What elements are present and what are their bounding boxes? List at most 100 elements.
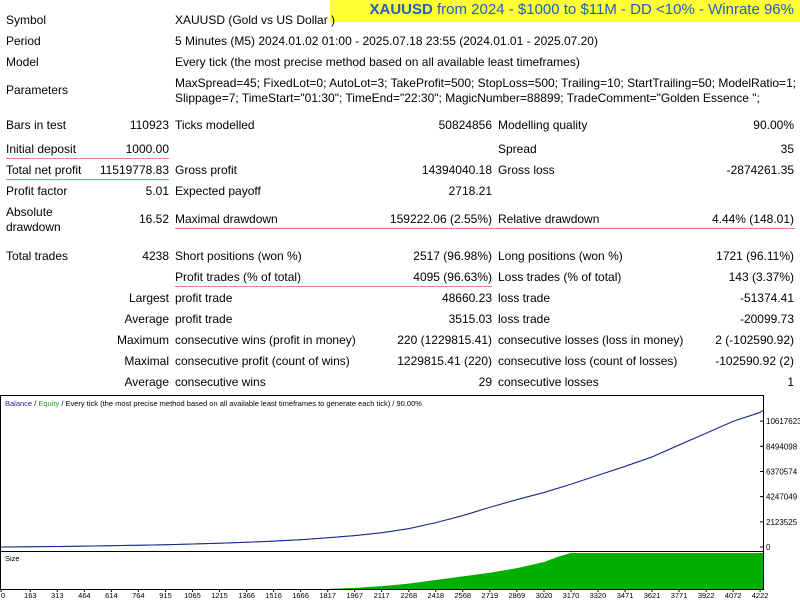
y-tick-label: 6370574 — [766, 467, 798, 476]
x-tick-label: 1516 — [265, 591, 282, 600]
x-tick-label: 2568 — [454, 591, 471, 600]
legend-rest: / Every tick (the most precise method ba… — [59, 399, 422, 408]
trades-value: 4238 — [142, 249, 169, 263]
x-tick-label: 2418 — [427, 591, 444, 600]
largest-loss-value: -51374.41 — [739, 291, 794, 305]
maxloss-value: -102590.92 (2) — [715, 354, 794, 368]
grossloss-value: -2874261.35 — [726, 163, 794, 177]
x-tick-label: 3621 — [644, 591, 661, 600]
banner-text: XAUUSD from 2024 - $1000 to $11M - DD <1… — [370, 1, 795, 18]
y-tick-label: 10617623 — [766, 417, 800, 426]
average-loss-value: -20099.73 — [739, 312, 794, 326]
model-value: Every tick (the most precise method base… — [175, 55, 580, 69]
short-value: 2517 (96.98%) — [413, 249, 492, 263]
losstrades-value: 143 (3.37%) — [728, 270, 794, 284]
bars-label: Bars in test — [6, 118, 67, 132]
legend-equity: Equity — [38, 399, 59, 408]
pf-value: 5.01 — [145, 184, 169, 198]
long-value: 1721 (96.11%) — [716, 249, 794, 263]
parameters-line-1: MaxSpread=45; FixedLot=0; AutoLot=3; Tak… — [175, 76, 797, 90]
parameters-line-2: Slippage=7; TimeStart="01:30"; TimeEnd="… — [175, 91, 760, 105]
long-label: Long positions (won %) — [498, 249, 623, 263]
reldd-value: 4.44% (148.01) — [711, 212, 794, 226]
x-tick-label: 313 — [51, 591, 64, 600]
largest-label: Largest — [128, 291, 169, 305]
maxlosses-value: 2 (-102590.92) — [715, 333, 794, 347]
quality-label: Modelling quality — [498, 118, 588, 132]
size-area — [1, 553, 763, 589]
banner-caption: from 2024 - $1000 to $11M - DD <10% - Wi… — [437, 1, 794, 18]
model-label: Model — [6, 55, 39, 69]
title-banner: XAUUSD from 2024 - $1000 to $11M - DD <1… — [330, 0, 800, 22]
maxdd-label: Maximal drawdown — [175, 212, 278, 226]
grossloss-label: Gross loss — [498, 163, 555, 177]
x-tick-label: 1215 — [211, 591, 228, 600]
x-tick-label: 1065 — [184, 591, 201, 600]
reldd-label: Relative drawdown — [498, 212, 600, 226]
netprofit-underline — [6, 179, 169, 180]
x-tick-label: 4072 — [725, 591, 742, 600]
x-tick-label: 0 — [1, 591, 5, 600]
maxwins-value: 220 (1229815.41) — [397, 333, 492, 347]
plot-frame — [0, 395, 764, 552]
plot-lines — [0, 409, 764, 548]
period-label: Period — [6, 34, 41, 48]
profittrades-value: 4095 (96.63%) — [413, 270, 492, 284]
largest-loss-label: loss trade — [498, 291, 551, 305]
trades-label: Total trades — [6, 249, 69, 263]
x-tick-label: 2719 — [482, 591, 499, 600]
quality-value: 90.00% — [753, 118, 794, 132]
x-tick-label: 2869 — [509, 591, 526, 600]
avgwins-label: consecutive wins — [175, 375, 266, 389]
spread-label: Spread — [498, 142, 537, 156]
period-value: 5 Minutes (M5) 2024.01.02 01:00 - 2025.0… — [175, 34, 598, 48]
profittrades-label: Profit trades (% of total) — [175, 270, 302, 284]
average-profit-label: profit trade — [175, 312, 233, 326]
losstrades-label: Loss trades (% of total) — [498, 270, 622, 284]
balance-chart-svg: Balance / Equity / Every tick (the most … — [0, 395, 800, 600]
payoff-value: 2718.21 — [448, 184, 492, 198]
average2-label: Average — [124, 375, 169, 389]
maximal-label: Maximal — [124, 354, 169, 368]
x-tick-label: 464 — [78, 591, 91, 600]
x-tick-label: 614 — [105, 591, 118, 600]
deposit-label: Initial deposit — [6, 142, 77, 156]
x-tick-label: 3471 — [617, 591, 634, 600]
avglosses-label: consecutive losses — [498, 375, 599, 389]
x-tick-label: 3922 — [698, 591, 715, 600]
x-tick-label: 3020 — [536, 591, 553, 600]
spread-value: 35 — [780, 142, 794, 156]
x-tick-label: 1967 — [346, 591, 363, 600]
ticks-label: Ticks modelled — [175, 118, 255, 132]
y-tick-label: 0 — [766, 543, 771, 552]
x-axis: 0 163 313 464 614 764 915 1065 1215 1366 1516 1666 1… — [0, 589, 768, 600]
x-tick-label: 3320 — [590, 591, 607, 600]
x-tick-label: 764 — [132, 591, 145, 600]
absdd-label-1: Absolute — [6, 205, 53, 219]
balance-chart: Balance / Equity / Every tick (the most … — [0, 395, 800, 600]
largest-profit-value: 48660.23 — [441, 291, 492, 305]
y-tick-label: 4247049 — [766, 493, 798, 502]
deposit-underline — [6, 158, 169, 159]
avgwins-value: 29 — [478, 375, 492, 389]
balance-line — [0, 409, 764, 548]
absdd-label-2: drawdown — [6, 220, 61, 234]
drawdown-underline — [175, 228, 795, 229]
y-tick-label: 2123525 — [766, 518, 798, 527]
symbol-label: Symbol — [6, 13, 47, 27]
legend-sep: / — [32, 399, 38, 408]
average-loss-label: loss trade — [498, 312, 551, 326]
maxprofit-value: 1229815.41 (220) — [397, 354, 492, 368]
maxdd-value: 159222.06 (2.55%) — [389, 212, 492, 226]
x-tick-label: 2268 — [400, 591, 417, 600]
legend-balance: Balance — [5, 399, 32, 408]
short-label: Short positions (won %) — [175, 249, 302, 263]
x-tick-label: 2117 — [374, 591, 390, 600]
netprofit-value: 11519778.83 — [99, 163, 169, 177]
symbol-value: XAUUSD (Gold vs US Dollar ) — [175, 13, 336, 27]
netprofit-label: Total net profit — [6, 163, 82, 177]
deposit-row: Initial deposit 1000.00 — [6, 142, 169, 159]
grossprofit-label: Gross profit — [175, 163, 238, 177]
ticks-value: 50824856 — [438, 118, 492, 132]
largest-profit-label: profit trade — [175, 291, 233, 305]
